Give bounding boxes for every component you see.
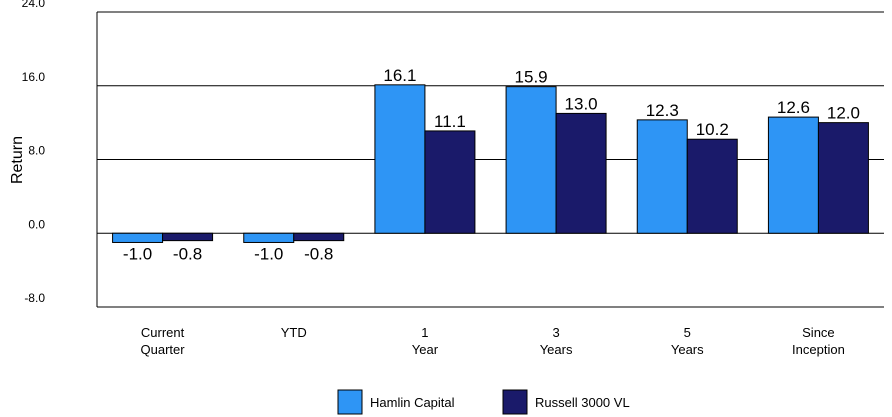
bar-hamlin-capital (374, 84, 426, 234)
bar-russell-3000-vl (817, 122, 869, 234)
data-label: 13.0 (565, 94, 598, 113)
data-label: 12.6 (777, 98, 810, 117)
legend-label: Russell 3000 VL (535, 395, 630, 410)
data-label: 10.2 (696, 120, 729, 139)
legend-swatch (337, 389, 363, 415)
data-label: -0.8 (173, 244, 202, 263)
data-label: 15.9 (515, 68, 548, 87)
bar-russell-3000-vl (424, 130, 476, 234)
x-tick-label: 3 (552, 325, 559, 340)
legend: Hamlin Capital Russell 3000 VL (337, 389, 630, 415)
data-label: -1.0 (123, 244, 152, 263)
legend-swatch (502, 389, 528, 415)
x-tick-label: Current (141, 325, 185, 340)
x-tick-label: Year (412, 342, 439, 357)
y-tick-labels: -8.0 0.0 8.0 16.0 24.0 (22, 0, 46, 305)
y-axis-title: Return (9, 136, 26, 184)
bar-hamlin-capital (112, 232, 164, 243)
data-label: -0.8 (304, 244, 333, 263)
bar-hamlin-capital (767, 116, 819, 234)
bars (112, 84, 869, 243)
x-tick-label: Since (802, 325, 835, 340)
x-tick-label: Quarter (141, 342, 186, 357)
data-label: 11.1 (434, 112, 466, 131)
legend-label: Hamlin Capital (370, 395, 455, 410)
bar-russell-3000-vl (555, 112, 607, 234)
bar-hamlin-capital (505, 86, 557, 234)
y-tick-label: -8.0 (24, 291, 45, 305)
bar-russell-3000-vl (686, 138, 738, 234)
x-tick-labels: Current Quarter YTD 1 Year 3 Years 5 Years Since I… (141, 325, 845, 357)
bar-hamlin-capital (636, 119, 688, 234)
bar-russell-3000-vl (162, 232, 214, 242)
bar-hamlin-capital (243, 232, 295, 243)
data-label: 12.3 (646, 101, 679, 120)
grid-lines (97, 11, 884, 308)
x-tick-label: Inception (792, 342, 845, 357)
bar-russell-3000-vl (293, 232, 345, 242)
data-label: 16.1 (383, 66, 416, 85)
y-tick-label: 0.0 (28, 217, 45, 231)
x-tick-label: YTD (281, 325, 307, 340)
x-tick-label: 5 (684, 325, 691, 340)
x-tick-label: Years (540, 342, 573, 357)
data-labels: -1.0 -0.8 -1.0 -0.8 16.1 11.1 15.9 13.0 12.3 10.2… (123, 66, 860, 263)
y-tick-label: 16.0 (22, 70, 46, 84)
y-tick-label: 8.0 (28, 144, 45, 158)
y-tick-label: 24.0 (22, 0, 46, 10)
x-tick-label: Years (671, 342, 704, 357)
data-label: 12.0 (827, 104, 860, 123)
x-tick-label: 1 (421, 325, 428, 340)
data-label: -1.0 (254, 244, 283, 263)
